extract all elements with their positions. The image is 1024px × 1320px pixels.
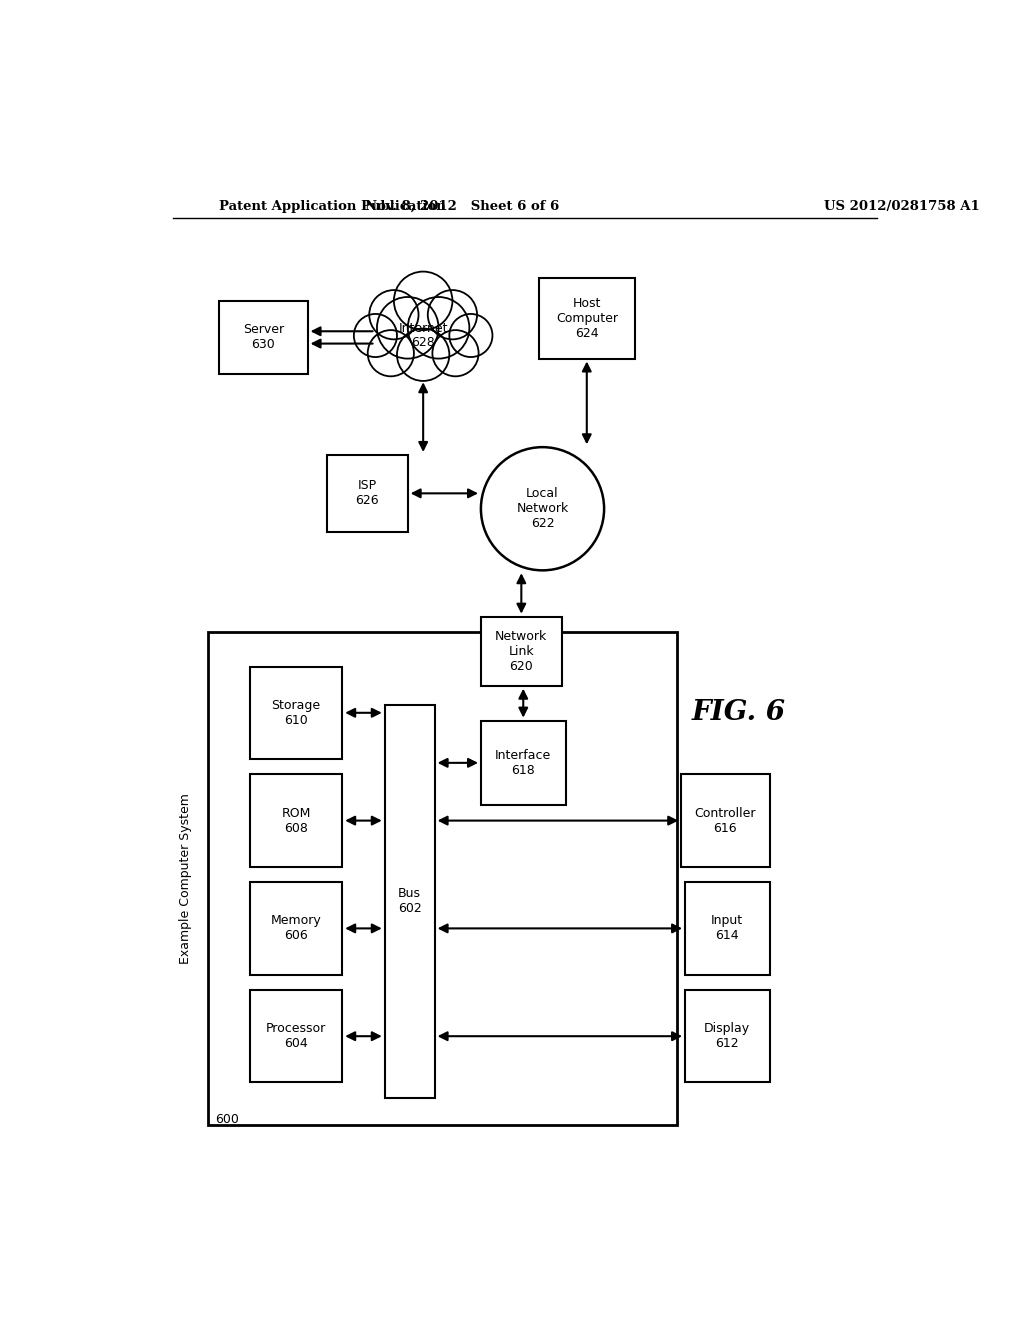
Text: Memory
606: Memory 606	[270, 915, 322, 942]
Circle shape	[428, 290, 477, 339]
Circle shape	[377, 297, 438, 359]
Bar	[481, 616, 562, 686]
Text: Storage
610: Storage 610	[271, 698, 321, 727]
Text: Patent Application Publication: Patent Application Publication	[219, 199, 445, 213]
Text: Display
612: Display 612	[705, 1022, 751, 1051]
Bar	[539, 277, 635, 359]
Bar	[250, 775, 342, 867]
Text: FIG. 6: FIG. 6	[692, 700, 785, 726]
Text: Example Computer System: Example Computer System	[179, 793, 193, 964]
Bar	[208, 632, 677, 1125]
Circle shape	[370, 290, 419, 339]
Circle shape	[368, 330, 414, 376]
Bar	[685, 882, 770, 974]
Text: Internet
628: Internet 628	[398, 322, 447, 350]
Bar	[219, 301, 307, 374]
Bar	[250, 882, 342, 974]
Text: Input
614: Input 614	[712, 915, 743, 942]
Circle shape	[481, 447, 604, 570]
Bar	[481, 721, 565, 805]
Circle shape	[450, 314, 493, 356]
Text: Processor
604: Processor 604	[266, 1022, 327, 1051]
Circle shape	[408, 297, 469, 359]
Text: ISP
626: ISP 626	[355, 479, 379, 507]
Bar	[250, 990, 342, 1082]
Text: Local
Network
622: Local Network 622	[516, 487, 568, 531]
Text: Nov. 8, 2012   Sheet 6 of 6: Nov. 8, 2012 Sheet 6 of 6	[365, 199, 559, 213]
Bar	[385, 705, 435, 1098]
Text: Server
630: Server 630	[243, 323, 284, 351]
Text: Host
Computer
624: Host Computer 624	[556, 297, 617, 339]
Text: US 2012/0281758 A1: US 2012/0281758 A1	[823, 199, 979, 213]
Bar	[681, 775, 770, 867]
Circle shape	[394, 272, 453, 330]
Text: Controller
616: Controller 616	[694, 807, 756, 834]
Text: 600: 600	[215, 1113, 240, 1126]
Text: Network
Link
620: Network Link 620	[496, 630, 548, 673]
Text: Bus
602: Bus 602	[397, 887, 422, 916]
Circle shape	[432, 330, 478, 376]
Circle shape	[397, 329, 450, 381]
Bar	[250, 667, 342, 759]
Circle shape	[354, 314, 397, 356]
Bar	[327, 455, 408, 532]
Text: ROM
608: ROM 608	[282, 807, 311, 834]
Text: Interface
618: Interface 618	[496, 748, 551, 777]
Bar	[685, 990, 770, 1082]
